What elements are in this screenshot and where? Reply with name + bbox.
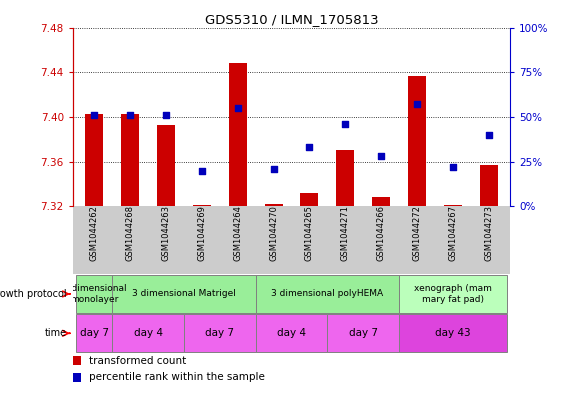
Bar bbox=[256, 314, 327, 352]
Text: day 43: day 43 bbox=[435, 328, 470, 338]
Text: xenograph (mam
mary fat pad): xenograph (mam mary fat pad) bbox=[414, 284, 491, 304]
Bar bbox=[480, 165, 497, 206]
Bar bbox=[300, 193, 318, 206]
Bar bbox=[157, 125, 175, 206]
Text: time: time bbox=[45, 328, 67, 338]
Bar bbox=[86, 114, 103, 206]
Text: day 4: day 4 bbox=[134, 328, 163, 338]
Point bbox=[161, 112, 171, 118]
Bar bbox=[327, 314, 399, 352]
Text: day 7: day 7 bbox=[205, 328, 234, 338]
Text: 3 dimensional polyHEMA: 3 dimensional polyHEMA bbox=[271, 289, 384, 298]
Point bbox=[484, 132, 493, 138]
Point bbox=[125, 112, 135, 118]
Text: 2 dimensional
monolayer: 2 dimensional monolayer bbox=[62, 284, 126, 304]
Point bbox=[305, 144, 314, 151]
Bar bbox=[256, 275, 399, 313]
Bar bbox=[73, 356, 80, 365]
Text: day 4: day 4 bbox=[277, 328, 306, 338]
Bar bbox=[399, 275, 507, 313]
Text: transformed count: transformed count bbox=[90, 356, 187, 365]
Point bbox=[340, 121, 350, 127]
Bar bbox=[184, 314, 256, 352]
Point bbox=[233, 105, 243, 111]
Bar bbox=[113, 275, 256, 313]
Bar bbox=[113, 314, 184, 352]
Bar bbox=[372, 197, 390, 206]
Bar bbox=[336, 151, 354, 206]
Bar bbox=[193, 205, 211, 206]
Point bbox=[269, 165, 278, 172]
Bar bbox=[399, 314, 507, 352]
Bar bbox=[408, 75, 426, 206]
Bar bbox=[73, 373, 80, 382]
Text: day 7: day 7 bbox=[80, 328, 109, 338]
Text: day 7: day 7 bbox=[349, 328, 378, 338]
Bar bbox=[76, 314, 113, 352]
Bar bbox=[265, 204, 283, 206]
Point bbox=[412, 101, 422, 108]
Text: 3 dimensional Matrigel: 3 dimensional Matrigel bbox=[132, 289, 236, 298]
Bar bbox=[444, 205, 462, 206]
Bar bbox=[229, 63, 247, 206]
Text: percentile rank within the sample: percentile rank within the sample bbox=[90, 373, 265, 382]
Point bbox=[377, 153, 386, 160]
Point bbox=[197, 167, 206, 174]
Point bbox=[90, 112, 99, 118]
Text: growth protocol: growth protocol bbox=[0, 289, 67, 299]
Title: GDS5310 / ILMN_1705813: GDS5310 / ILMN_1705813 bbox=[205, 13, 378, 26]
Bar bbox=[121, 114, 139, 206]
Bar bbox=[76, 275, 113, 313]
Point bbox=[448, 164, 458, 170]
